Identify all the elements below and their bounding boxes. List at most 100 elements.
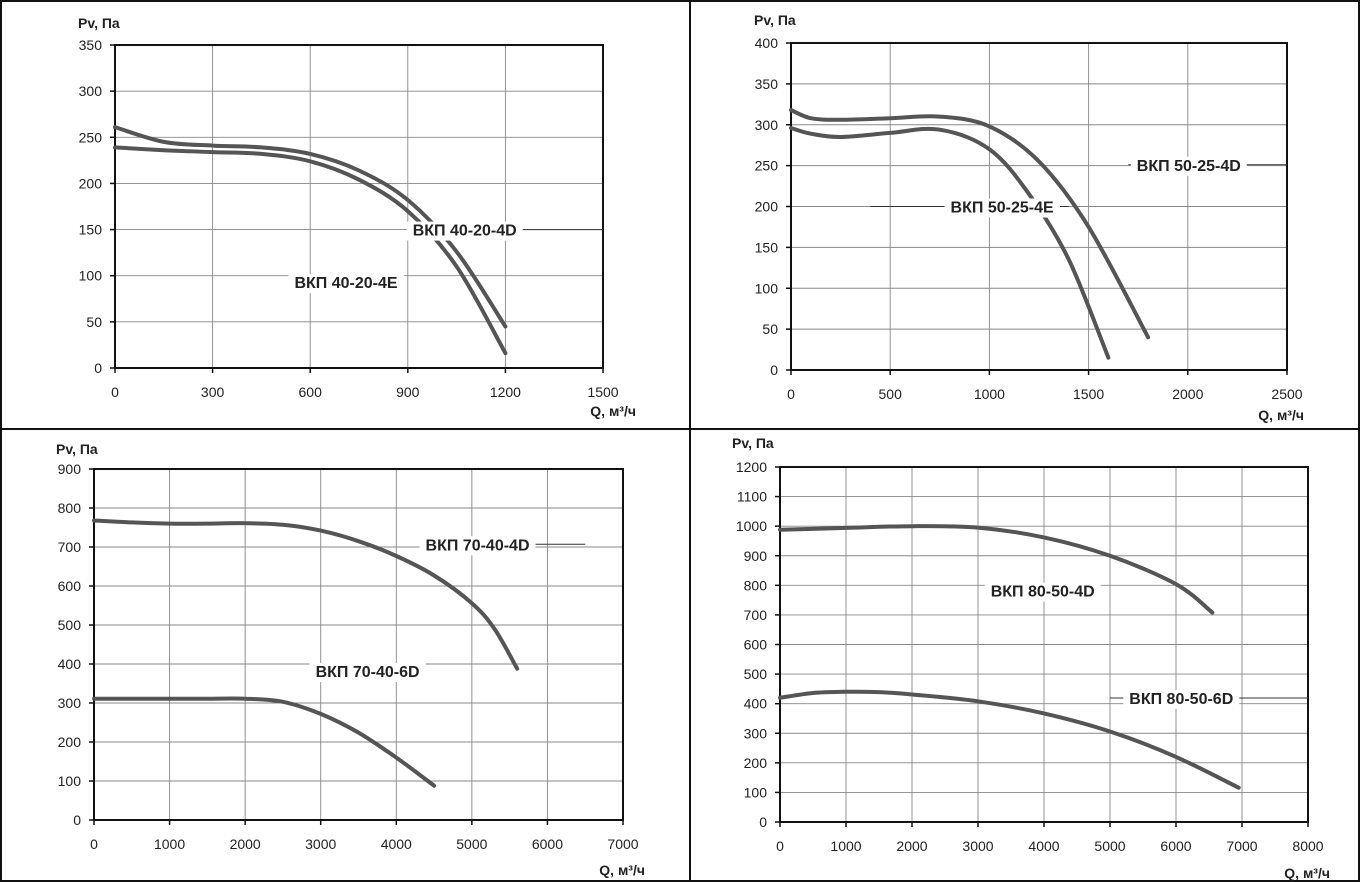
- chart-vkp-80-50: 0 1000 2000 3000 4000 5000 6000 7000 8000 0 100 200…: [732, 435, 1330, 881]
- x-tick-label: 1500: [587, 384, 618, 400]
- y-tick-label: 700: [744, 607, 768, 623]
- y-axis-title: Pv, Па: [78, 15, 120, 31]
- x-tick-label: 6000: [1160, 838, 1191, 854]
- chart-vkp-40-20: 0 300 600 900 1200 1500 0 50 100 150 200 250 300 350 P…: [78, 15, 636, 419]
- series-label-background: [984, 582, 1101, 602]
- series-label: ВКП 40-20-4E: [294, 275, 397, 292]
- y-tick-label: 50: [86, 314, 102, 330]
- chart-vkp-70-40: 0 1000 2000 3000 4000 5000 6000 7000 0 100 200 300 4…: [56, 441, 645, 878]
- y-tick-label: 600: [744, 637, 768, 653]
- series-label: ВКП 50-25-4D: [1137, 158, 1241, 175]
- x-axis-title: Q, м³/ч: [1258, 407, 1304, 423]
- y-tick-label: 100: [79, 268, 103, 284]
- x-tick-label: 3000: [962, 838, 993, 854]
- series-line: [92, 518, 520, 671]
- x-tick-label: 300: [201, 384, 225, 400]
- x-tick-label: 5000: [1094, 838, 1125, 854]
- y-tick-label: 100: [755, 280, 779, 296]
- plot-frame: [114, 44, 604, 369]
- y-tick-label: 800: [744, 577, 768, 593]
- y-tick-label: 0: [770, 362, 778, 378]
- y-tick-label: 800: [58, 500, 82, 516]
- series-line: [92, 696, 437, 788]
- x-tick-label: 7000: [1226, 838, 1257, 854]
- x-tick-label: 2500: [1271, 386, 1302, 402]
- y-tick-label: 900: [744, 548, 768, 564]
- x-tick-label: 2000: [1172, 386, 1203, 402]
- x-tick-label: 0: [90, 836, 98, 852]
- series-label-background: [419, 536, 536, 556]
- series-label: ВКП 70-40-6D: [316, 664, 420, 681]
- y-tick-label: 300: [58, 695, 82, 711]
- y-tick-label: 1200: [736, 459, 767, 475]
- y-tick-label: 350: [79, 37, 103, 53]
- x-tick-label: 7000: [607, 836, 638, 852]
- series-label: ВКП 40-20-4D: [413, 223, 517, 240]
- x-axis-title: Q, м³/ч: [599, 862, 645, 878]
- series-label-background: [309, 663, 426, 683]
- x-tick-label: 900: [396, 384, 420, 400]
- x-tick-label: 0: [776, 838, 784, 854]
- x-axis-title: Q, м³/ч: [1284, 865, 1330, 881]
- x-tick-label: 0: [111, 384, 119, 400]
- series-label-background: [288, 274, 404, 294]
- y-tick-label: 400: [755, 35, 779, 51]
- y-tick-label: 900: [58, 461, 82, 477]
- y-tick-label: 200: [744, 755, 768, 771]
- y-tick-label: 100: [744, 784, 768, 800]
- y-tick-label: 600: [58, 578, 82, 594]
- plot-frame: [790, 42, 1288, 371]
- plot-frame: [93, 468, 624, 821]
- x-tick-label: 8000: [1292, 838, 1323, 854]
- x-tick-label: 4000: [1028, 838, 1059, 854]
- y-tick-label: 150: [79, 222, 103, 238]
- y-tick-label: 150: [755, 239, 779, 255]
- y-tick-label: 300: [79, 83, 103, 99]
- y-axis-title: Pv, Па: [732, 435, 774, 451]
- x-tick-label: 3000: [305, 836, 336, 852]
- series-label-background: [1130, 156, 1247, 176]
- chart-panel-vkp-40-20: 0 300 600 900 1200 1500 0 50 100 150 200 250 300 350 P…: [0, 0, 690, 429]
- x-tick-label: 1000: [974, 386, 1005, 402]
- x-tick-label: 1000: [154, 836, 185, 852]
- series-label-background: [944, 198, 1060, 218]
- y-tick-label: 1100: [737, 489, 767, 505]
- y-tick-label: 400: [58, 656, 82, 672]
- y-tick-label: 200: [79, 175, 103, 191]
- x-tick-label: 4000: [381, 836, 412, 852]
- y-tick-label: 0: [759, 814, 767, 830]
- x-tick-label: 0: [787, 386, 795, 402]
- y-tick-label: 300: [755, 117, 779, 133]
- y-axis-title: Pv, Па: [754, 12, 796, 28]
- series-line: [778, 689, 1241, 790]
- y-tick-label: 0: [94, 360, 102, 376]
- x-tick-label: 600: [299, 384, 323, 400]
- x-tick-label: 1200: [490, 384, 521, 400]
- series-line: [113, 145, 508, 356]
- y-tick-label: 250: [79, 129, 103, 145]
- plot-frame: [779, 466, 1309, 823]
- x-tick-label: 1000: [830, 838, 861, 854]
- x-tick-label: 5000: [456, 836, 487, 852]
- y-tick-label: 300: [744, 725, 768, 741]
- y-tick-label: 250: [755, 158, 779, 174]
- series-label-background: [1123, 690, 1240, 710]
- chart-panel-vkp-50-25: 0 500 1000 1500 2000 2500 0 50 100 150 200 250 300 35…: [690, 0, 1360, 429]
- chart-vkp-50-25: 0 500 1000 1500 2000 2500 0 50 100 150 200 250 300 35…: [754, 12, 1304, 423]
- series-line: [778, 524, 1215, 615]
- y-axis-title: Pv, Па: [56, 441, 98, 457]
- y-tick-label: 1000: [736, 518, 767, 534]
- series-label: ВКП 70-40-4D: [426, 537, 530, 554]
- y-tick-label: 400: [744, 696, 768, 712]
- series-label: ВКП 50-25-4E: [951, 200, 1054, 217]
- y-tick-label: 0: [73, 812, 81, 828]
- y-tick-label: 200: [755, 199, 779, 215]
- x-tick-label: 2000: [230, 836, 261, 852]
- x-tick-label: 2000: [896, 838, 927, 854]
- series-line: [113, 125, 508, 329]
- y-tick-label: 500: [744, 666, 768, 682]
- y-tick-label: 100: [58, 773, 82, 789]
- x-tick-label: 6000: [532, 836, 563, 852]
- y-tick-label: 200: [58, 734, 82, 750]
